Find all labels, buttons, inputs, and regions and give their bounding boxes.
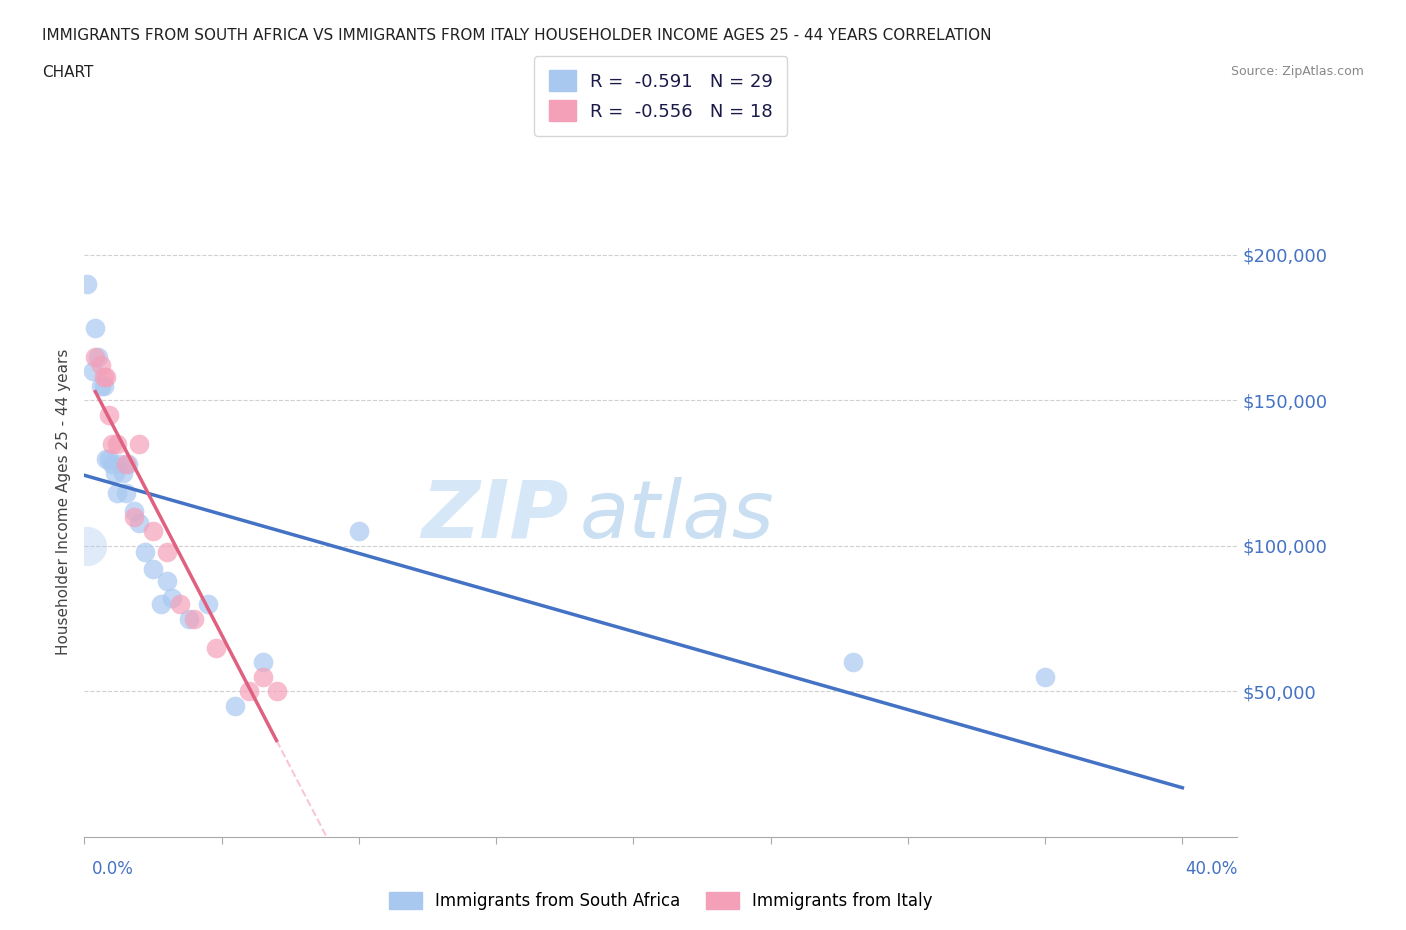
- Point: [117, 457, 139, 472]
- Legend: R =  -0.591   N = 29, R =  -0.556   N = 18: R = -0.591 N = 29, R = -0.556 N = 18: [534, 56, 787, 136]
- Point: [128, 436, 150, 451]
- Point: [252, 655, 274, 670]
- Point: [205, 641, 228, 656]
- Legend: Immigrants from South Africa, Immigrants from Italy: Immigrants from South Africa, Immigrants…: [382, 885, 939, 917]
- Point: [142, 562, 165, 577]
- Point: [142, 524, 165, 538]
- Point: [103, 466, 125, 481]
- Point: [1033, 670, 1056, 684]
- Point: [87, 349, 110, 364]
- Point: [105, 486, 128, 501]
- Point: [96, 369, 118, 384]
- Point: [122, 510, 145, 525]
- Point: [177, 611, 200, 626]
- Point: [134, 544, 156, 559]
- Point: [108, 457, 131, 472]
- Point: [98, 451, 121, 466]
- Point: [93, 369, 115, 384]
- Point: [252, 670, 274, 684]
- Point: [169, 597, 191, 612]
- Point: [128, 515, 150, 530]
- Point: [105, 436, 128, 451]
- Point: [238, 684, 260, 698]
- Point: [76, 538, 98, 553]
- Text: 40.0%: 40.0%: [1185, 860, 1237, 878]
- Point: [90, 379, 112, 393]
- Point: [266, 684, 288, 698]
- Point: [347, 524, 370, 538]
- Point: [842, 655, 865, 670]
- Point: [122, 503, 145, 518]
- Point: [224, 698, 246, 713]
- Point: [156, 544, 179, 559]
- Point: [197, 597, 219, 612]
- Point: [90, 358, 112, 373]
- Point: [93, 379, 115, 393]
- Point: [84, 320, 107, 335]
- Text: IMMIGRANTS FROM SOUTH AFRICA VS IMMIGRANTS FROM ITALY HOUSEHOLDER INCOME AGES 25: IMMIGRANTS FROM SOUTH AFRICA VS IMMIGRAN…: [42, 28, 991, 43]
- Text: CHART: CHART: [42, 65, 94, 80]
- Point: [96, 451, 118, 466]
- Point: [114, 457, 136, 472]
- Point: [76, 276, 98, 291]
- Point: [160, 591, 183, 605]
- Point: [114, 486, 136, 501]
- Y-axis label: Householder Income Ages 25 - 44 years: Householder Income Ages 25 - 44 years: [56, 349, 72, 656]
- Point: [82, 364, 104, 379]
- Point: [150, 597, 173, 612]
- Point: [101, 436, 124, 451]
- Point: [84, 349, 107, 364]
- Point: [183, 611, 205, 626]
- Text: 0.0%: 0.0%: [91, 860, 134, 878]
- Point: [111, 466, 134, 481]
- Point: [98, 407, 121, 422]
- Text: ZIP: ZIP: [422, 476, 568, 554]
- Point: [101, 457, 124, 472]
- Text: Source: ZipAtlas.com: Source: ZipAtlas.com: [1230, 65, 1364, 78]
- Point: [156, 574, 179, 589]
- Text: atlas: atlas: [581, 476, 775, 554]
